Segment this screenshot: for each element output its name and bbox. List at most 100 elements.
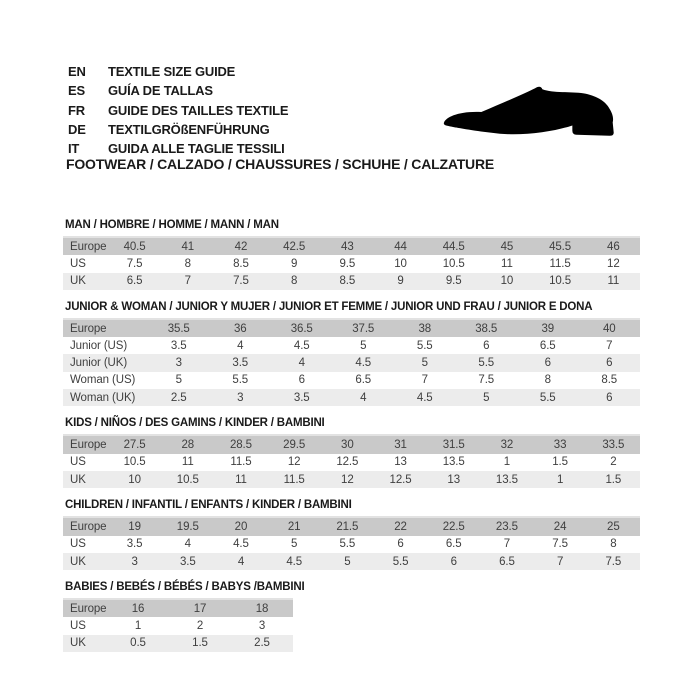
size-table-section-babies: BABIES / BEBÉS / BÉBÉS / BABYS /BAMBINI E…	[63, 581, 643, 653]
size-cell: 12	[607, 257, 620, 270]
size-cell: 3.5	[126, 538, 143, 551]
size-cell: 36	[233, 322, 247, 335]
size-cell: 39	[541, 322, 555, 335]
size-cell: 8	[184, 257, 191, 270]
size-table-man: Europe 40.5 41 42 42.5 43 44 44.5 45 45.5 46 US 7.5 8…	[63, 236, 640, 290]
language-row: ES GUÍA DE TALLAS	[68, 81, 288, 100]
table-row: UK 0.5 1.5 2.5	[63, 634, 293, 653]
size-cell: 5.5	[339, 538, 356, 551]
size-cell: 8.5	[233, 257, 249, 270]
size-cell: 5	[344, 555, 351, 568]
size-cell: 41	[181, 240, 195, 253]
size-cell: 1	[503, 456, 511, 469]
row-label: US	[70, 456, 86, 469]
size-cell: 5	[483, 391, 490, 404]
size-cell: 5	[175, 374, 182, 387]
size-cell: 10.5	[549, 275, 572, 288]
size-cell: 8.5	[339, 275, 356, 288]
size-cell: 8	[610, 538, 617, 551]
row-label: Europe	[70, 322, 107, 335]
size-cell: 33.5	[602, 439, 625, 452]
size-table-section-kids: KIDS / NIÑOS / DES GAMINS / KINDER / BAM…	[63, 417, 643, 489]
size-cell: 3	[175, 357, 182, 370]
language-label: GUIDA ALLE TAGLIE TESSILI	[108, 141, 285, 157]
size-cell: 5.5	[232, 374, 249, 387]
size-cell: 12	[341, 473, 354, 486]
size-table-babies: Europe 16 17 18 US 1 2 3 UK 0.5 1.5 2.5	[63, 598, 293, 653]
size-table-title: KIDS / NIÑOS / DES GAMINS / KINDER / BAM…	[65, 417, 325, 430]
size-cell: 9	[397, 275, 404, 288]
table-row: UK 10 10.5 11 11.5 12 12.5 13 13.5 1 1.5	[63, 470, 640, 489]
row-label: UK	[70, 555, 86, 568]
size-cell: 16	[131, 602, 145, 615]
size-cell: 8	[544, 374, 551, 387]
size-cell: 6.5	[499, 555, 515, 568]
size-cell: 42.5	[283, 240, 306, 253]
size-cell: 5.5	[539, 391, 556, 404]
size-cell: 6	[298, 374, 305, 387]
size-cell: 2	[610, 456, 617, 469]
language-row: FR GUIDE DES TAILLES TEXTILE	[68, 101, 289, 120]
size-cell: 6	[483, 339, 490, 352]
size-cell: 5	[291, 538, 298, 551]
size-cell: 28.5	[229, 439, 252, 452]
size-cell: 1.5	[605, 473, 622, 486]
size-cell: 1.5	[552, 456, 568, 469]
row-label: Europe	[70, 602, 107, 615]
size-cell: 13.5	[442, 456, 465, 469]
size-cell: 23.5	[495, 520, 518, 533]
size-cell: 17	[193, 602, 207, 615]
row-label: US	[70, 620, 86, 633]
size-cell: 9.5	[445, 275, 462, 288]
row-label: US	[70, 257, 86, 270]
size-cell: 3.5	[293, 391, 310, 404]
table-row: UK 6.5 7 7.5 8 8.5 9 9.5 10 10.5 11	[63, 272, 640, 290]
size-cell: 18	[255, 602, 269, 615]
size-cell: 31.5	[442, 439, 465, 452]
size-cell: 40.5	[123, 240, 146, 253]
size-cell: 6	[606, 391, 613, 404]
table-row: US 7.5 8 8.5 9 9.5 10 10.5 11 11.5 12	[63, 255, 640, 273]
size-cell: 19	[128, 520, 141, 533]
size-cell: 31	[394, 439, 407, 452]
size-cell: 11.5	[283, 473, 305, 486]
table-row: Europe 40.5 41 42 42.5 43 44 44.5 45 45.5 46	[63, 237, 640, 256]
size-cell: 2.5	[254, 637, 270, 650]
table-row: Junior (US) 3.5 4 4.5 5 5.5 6 6.5 7	[63, 337, 640, 355]
size-table-title: MAN / HOMBRE / HOMME / MANN / MAN	[65, 219, 279, 231]
size-cell: 6	[450, 555, 457, 568]
size-cell: 13.5	[495, 473, 518, 486]
size-cell: 24	[553, 520, 567, 533]
size-cell: 4.5	[416, 391, 433, 404]
size-cell: 10	[128, 473, 141, 486]
size-cell: 8.5	[601, 374, 618, 387]
size-table-section-man: MAN / HOMBRE / HOMME / MANN / MAN Europe 4…	[63, 219, 643, 290]
size-cell: 12.5	[336, 456, 359, 469]
size-cell: 6.5	[539, 339, 556, 352]
size-table-children: Europe 19 19.5 20 21 21.5 22 22.5 23.5 24 25 US 3.5 4…	[63, 516, 640, 571]
size-cell: 10.5	[442, 257, 465, 270]
table-row: UK 3 3.5 4 4.5 5 5.5 6 6.5 7 7.5	[63, 552, 640, 571]
size-cell: 44	[394, 240, 407, 253]
size-cell: 27.5	[123, 439, 146, 452]
size-cell: 3	[258, 620, 266, 633]
row-label: Europe	[70, 439, 107, 452]
size-cell: 10.5	[123, 456, 146, 469]
size-cell: 1	[134, 620, 142, 633]
size-cell: 2	[196, 620, 204, 633]
language-row: IT GUIDA ALLE TAGLIE TESSILI	[68, 139, 288, 158]
size-cell: 4.5	[286, 555, 302, 568]
size-cell: 3.5	[179, 555, 196, 568]
size-cell: 4	[184, 538, 191, 551]
table-row: US 3.5 4 4.5 5 5.5 6 6.5 7 7.5 8	[63, 535, 640, 553]
language-code: DE	[68, 121, 86, 137]
size-cell: 1	[556, 473, 564, 486]
size-table-section-children: CHILDREN / INFANTIL / ENFANTS / KINDER /…	[63, 499, 643, 571]
size-cell: 7.5	[605, 555, 622, 568]
row-label: UK	[70, 473, 86, 486]
size-cell: 9	[291, 257, 298, 270]
size-cell: 46	[607, 240, 620, 253]
size-cell: 28	[181, 439, 195, 452]
size-tables-container: MAN / HOMBRE / HOMME / MANN / MAN Europe 4…	[63, 219, 643, 653]
